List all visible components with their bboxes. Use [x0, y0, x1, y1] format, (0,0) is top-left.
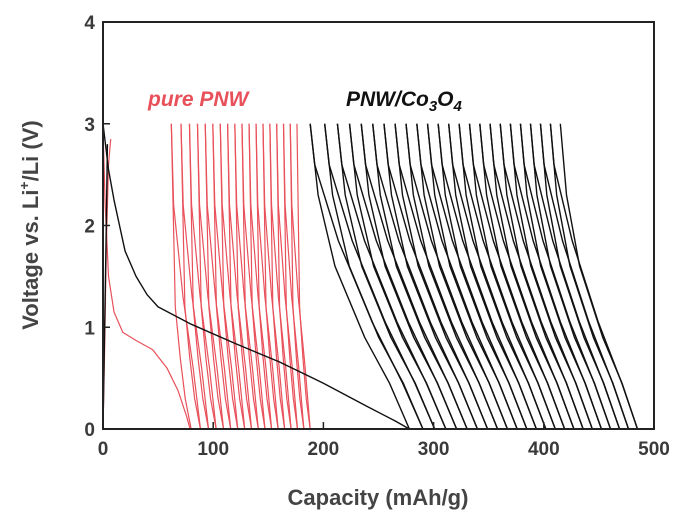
- discharge-line: [248, 123, 273, 430]
- x-tick-label: 300: [418, 439, 450, 460]
- y-tick-label: 3: [84, 115, 95, 136]
- charge-line: [234, 123, 253, 430]
- charge-line: [282, 123, 299, 430]
- discharge-line: [204, 123, 232, 430]
- discharge-line: [289, 123, 311, 430]
- discharge-line: [170, 123, 202, 430]
- discharge-line: [219, 123, 246, 430]
- charge-line: [458, 123, 547, 430]
- y-tick-label: 1: [84, 318, 95, 339]
- legend-text: PNW/Co: [346, 88, 429, 111]
- charge-line: [437, 123, 528, 430]
- discharge-line: [227, 123, 253, 430]
- y-axis-title-superscript: +: [16, 181, 32, 189]
- y-tick-label: 2: [84, 217, 95, 238]
- discharge-line: [234, 123, 259, 430]
- discharge-line: [269, 123, 292, 430]
- x-tick-label: 200: [308, 439, 340, 460]
- charge-line: [170, 123, 192, 430]
- x-tick-label: 100: [197, 439, 229, 460]
- discharge-line: [212, 123, 239, 430]
- y-axis-title-tail: /Li (V): [18, 120, 43, 181]
- first-discharge-line: [102, 128, 191, 430]
- charge-line: [296, 123, 311, 430]
- series-pure_pnw: [102, 123, 311, 430]
- charge-line: [188, 123, 210, 430]
- charge-line: [447, 123, 538, 430]
- charge-line: [529, 123, 612, 430]
- charge-line: [212, 123, 232, 430]
- charge-line: [479, 123, 566, 430]
- charge-line: [416, 123, 509, 430]
- charge-line: [539, 123, 621, 430]
- legend-subscript: 4: [453, 98, 463, 115]
- discharge-line: [180, 123, 210, 430]
- y-axis-title-main: Voltage vs. Li: [18, 190, 43, 330]
- charge-line: [289, 123, 305, 430]
- charge-line: [468, 123, 556, 430]
- charge-line: [383, 123, 479, 430]
- discharge-line: [282, 123, 305, 430]
- legend-layer: pure PNW PNW/Co3O4: [147, 88, 463, 115]
- charge-line: [196, 123, 217, 430]
- charge-line: [348, 123, 447, 430]
- y-axis-title: Voltage vs. Li+/Li (V): [16, 120, 43, 329]
- discharge-line: [255, 123, 279, 430]
- charge-line: [489, 123, 575, 430]
- y-tick-label: 0: [84, 420, 95, 441]
- x-tick-label: 500: [638, 439, 670, 460]
- charge-line: [519, 123, 603, 430]
- charge-line: [360, 123, 458, 430]
- discharge-line: [276, 123, 299, 430]
- charge-line: [559, 123, 639, 430]
- charge-line: [372, 123, 468, 430]
- discharge-line: [196, 123, 225, 430]
- series-pnw_co3o4: [102, 123, 639, 430]
- legend-text: O: [437, 88, 453, 111]
- discharge-line: [262, 123, 286, 430]
- charge-line: [248, 123, 266, 430]
- charge-line: [405, 123, 499, 430]
- charge-line: [276, 123, 292, 430]
- charge-line: [219, 123, 239, 430]
- legend-label-pure_pnw: pure PNW: [147, 88, 251, 111]
- x-axis-title: Capacity (mAh/g): [288, 485, 469, 510]
- legend-text: pure PNW: [147, 88, 251, 111]
- discharge-line: [188, 123, 217, 430]
- charge-line: [324, 123, 424, 430]
- series-layer: [102, 123, 639, 430]
- charge-line: [204, 123, 225, 430]
- legend-label-pnw_co3o4: PNW/Co3O4: [346, 88, 463, 115]
- charge-line: [549, 123, 630, 430]
- charge-line: [309, 123, 411, 430]
- y-tick-label: 4: [84, 13, 95, 34]
- charge-line: [241, 123, 259, 430]
- charge-line: [255, 123, 273, 430]
- x-tick-label: 0: [98, 439, 109, 460]
- charge-line: [499, 123, 584, 430]
- charge-line: [336, 123, 436, 430]
- legend-subscript: 3: [429, 98, 438, 115]
- charge-line: [180, 123, 202, 430]
- charge-line: [394, 123, 489, 430]
- charge-line: [269, 123, 286, 430]
- charge-line: [426, 123, 518, 430]
- first-discharge-line: [102, 123, 410, 430]
- discharge-line: [324, 123, 436, 430]
- x-tick-label: 400: [528, 439, 560, 460]
- charge-line: [227, 123, 246, 430]
- charge-line: [509, 123, 593, 430]
- discharge-line: [241, 123, 266, 430]
